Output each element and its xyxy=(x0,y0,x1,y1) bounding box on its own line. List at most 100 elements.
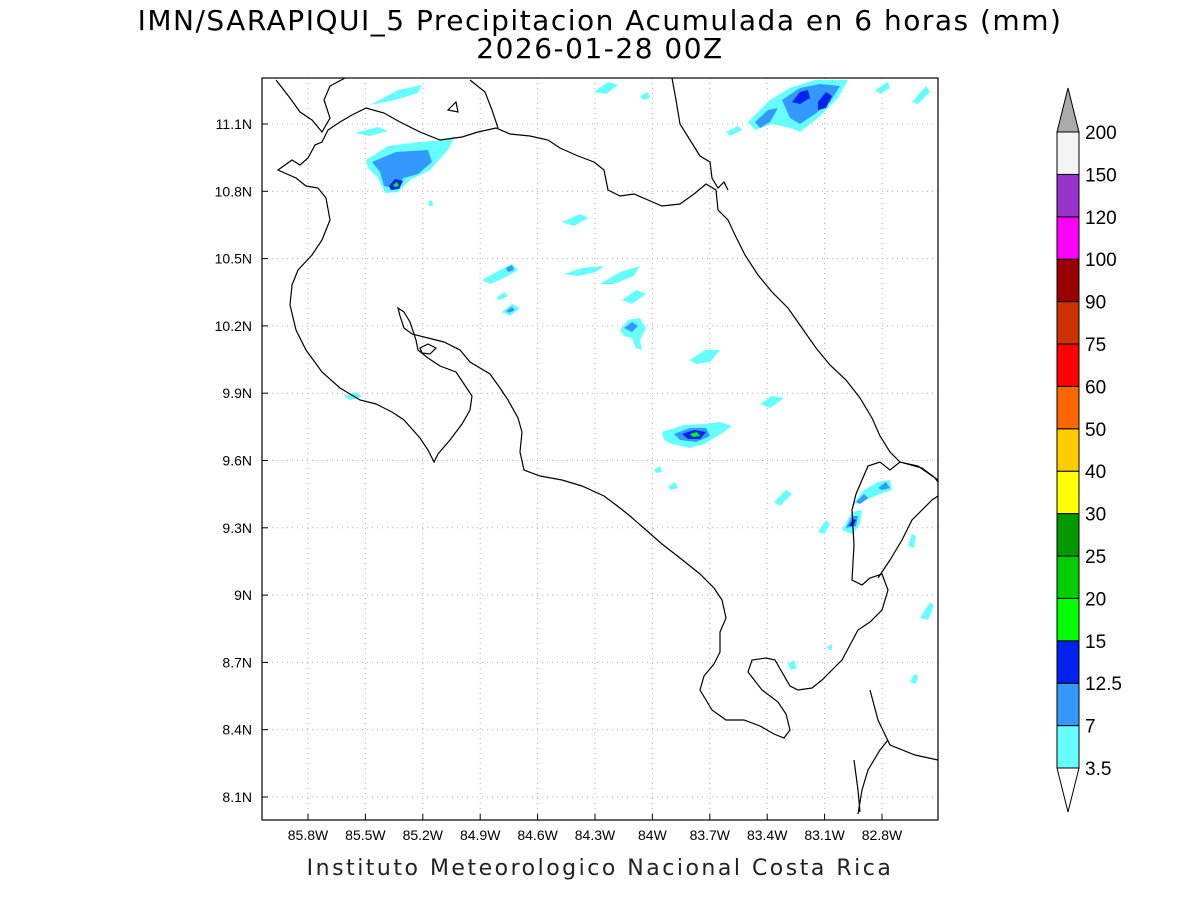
colorbar-label: 200 xyxy=(1085,123,1117,144)
colorbar-label: 15 xyxy=(1085,632,1106,653)
colorbar-swatch xyxy=(1056,682,1080,727)
precip-patch-7 xyxy=(506,307,515,313)
colorbar-label: 40 xyxy=(1085,462,1106,483)
precip-patch-3.5 xyxy=(600,266,640,284)
y-tick-label: 10.8N xyxy=(215,183,252,199)
colorbar-label: 120 xyxy=(1085,208,1117,229)
y-tick-label: 9.3N xyxy=(222,520,252,536)
x-tick-label: 84.3W xyxy=(575,827,616,843)
x-tick-label: 85.8W xyxy=(288,827,329,843)
map-frame xyxy=(261,77,939,821)
precip-patch-3.5 xyxy=(428,200,433,206)
map-grid xyxy=(262,78,938,820)
map-title: IMN/SARAPIQUI_5 Precipitacion Acumulada … xyxy=(137,4,1063,37)
colorbar-swatch xyxy=(1056,343,1080,387)
colorbar-swatch xyxy=(1056,385,1080,430)
precip-patch-7 xyxy=(755,108,778,128)
y-tick-label: 10.2N xyxy=(215,318,252,334)
colorbar-swatch xyxy=(1056,597,1080,642)
precip-patch-15 xyxy=(690,432,700,437)
colorbar-over-triangle xyxy=(1056,87,1080,133)
colorbar-label: 7 xyxy=(1085,717,1096,738)
precip-patch-3.5 xyxy=(774,490,792,506)
y-tick-label: 9.9N xyxy=(222,385,252,401)
colorbar-label: 100 xyxy=(1085,250,1117,271)
colorbar-label: 75 xyxy=(1085,335,1106,356)
x-tick-label: 83.4W xyxy=(747,827,788,843)
precip-patch-3.5 xyxy=(370,85,422,105)
precip-patch-3.5 xyxy=(826,644,832,650)
colorbar-label: 12.5 xyxy=(1085,674,1122,695)
precip-patch-3.5 xyxy=(818,520,830,534)
precip-patch-3.5 xyxy=(726,126,742,136)
colorbar-swatch xyxy=(1056,216,1080,260)
colorbar-under-triangle xyxy=(1056,767,1080,813)
colorbar-swatch xyxy=(1056,513,1080,557)
costa-rica-outline xyxy=(276,107,938,739)
precip-patch-3.5 xyxy=(690,350,720,364)
x-tick-label: 82.8W xyxy=(862,827,903,843)
colorbar-swatch xyxy=(1056,470,1080,515)
precip-patch-3.5 xyxy=(920,602,934,620)
precip-patch-7 xyxy=(624,322,638,332)
x-tick-label: 84.6W xyxy=(517,827,558,843)
precip-patch-3.5 xyxy=(622,290,646,304)
colorbar-label: 60 xyxy=(1085,377,1106,398)
colorbar-swatch xyxy=(1056,258,1080,303)
y-tick-label: 8.4N xyxy=(222,722,252,738)
map-date-subtitle: 2026-01-28 00Z xyxy=(476,32,724,65)
precip-patch-15 xyxy=(393,182,399,187)
colorbar-label: 25 xyxy=(1085,547,1106,568)
x-axis: 85.8W 85.5W 85.2W 84.9W 84.6W 84.3W 84W 83.7W 83… xyxy=(288,814,903,843)
colorbar-swatch xyxy=(1056,725,1080,769)
precip-patch-3.5 xyxy=(912,86,930,104)
y-axis: 11.1N 10.8N 10.5N 10.2N 9.9N 9.6N 9.3N 9N 8.7N 8.… xyxy=(215,116,268,805)
precip-patch-12.5 xyxy=(818,92,832,110)
x-tick-label: 83.7W xyxy=(690,827,731,843)
colorbar-swatch xyxy=(1056,640,1080,684)
x-tick-label: 84W xyxy=(638,827,668,843)
colorbar-swatch xyxy=(1056,428,1080,472)
precip-patch-3.5 xyxy=(910,674,918,684)
precip-patch-7 xyxy=(372,150,432,188)
precip-patch-3.5 xyxy=(668,482,678,490)
colorbar-label: 3.5 xyxy=(1085,759,1111,780)
precip-patch-3.5 xyxy=(594,82,618,94)
y-tick-label: 8.1N xyxy=(222,789,252,805)
y-tick-label: 9.6N xyxy=(222,453,252,469)
precip-patch-12.5 xyxy=(792,90,810,104)
colorbar-label: 90 xyxy=(1085,293,1106,314)
x-tick-label: 85.5W xyxy=(345,827,386,843)
y-tick-label: 10.5N xyxy=(215,251,252,267)
precip-patch-3.5 xyxy=(355,127,388,136)
precipitation-patches xyxy=(344,80,934,684)
colorbar-swatch xyxy=(1056,131,1080,175)
colorbar-swatch xyxy=(1056,173,1080,218)
colorbar-label: 150 xyxy=(1085,165,1117,186)
colorbar-label: 20 xyxy=(1085,589,1106,610)
y-tick-label: 9N xyxy=(234,587,252,603)
x-tick-label: 84.9W xyxy=(460,827,501,843)
colorbar-label: 50 xyxy=(1085,420,1106,441)
x-tick-label: 83.1W xyxy=(804,827,845,843)
precip-patch-3.5 xyxy=(654,466,662,473)
precip-patch-3.5 xyxy=(496,292,508,300)
colorbar-legend: 3.5 7 12.5 15 20 25 30 40 50 60 75 90 100 120 150 200 xyxy=(1056,87,1122,813)
precip-patch-3.5 xyxy=(788,660,797,670)
colorbar-swatch xyxy=(1056,301,1080,345)
x-tick-label: 85.2W xyxy=(403,827,444,843)
coastline-borders xyxy=(275,78,938,815)
colorbar-label: 30 xyxy=(1085,505,1106,526)
precip-patch-7 xyxy=(506,265,514,272)
precip-patch-3.5 xyxy=(908,534,916,548)
precip-patch-3.5 xyxy=(562,214,588,226)
institution-footer: Instituto Meteorologico Nacional Costa R… xyxy=(306,856,894,881)
colorbar-swatch xyxy=(1056,555,1080,599)
precip-patch-3.5 xyxy=(760,396,784,408)
precip-patch-3.5 xyxy=(875,82,890,94)
precip-patch-7 xyxy=(856,494,868,504)
y-tick-label: 11.1N xyxy=(216,116,252,132)
precip-patch-3.5 xyxy=(620,318,646,350)
